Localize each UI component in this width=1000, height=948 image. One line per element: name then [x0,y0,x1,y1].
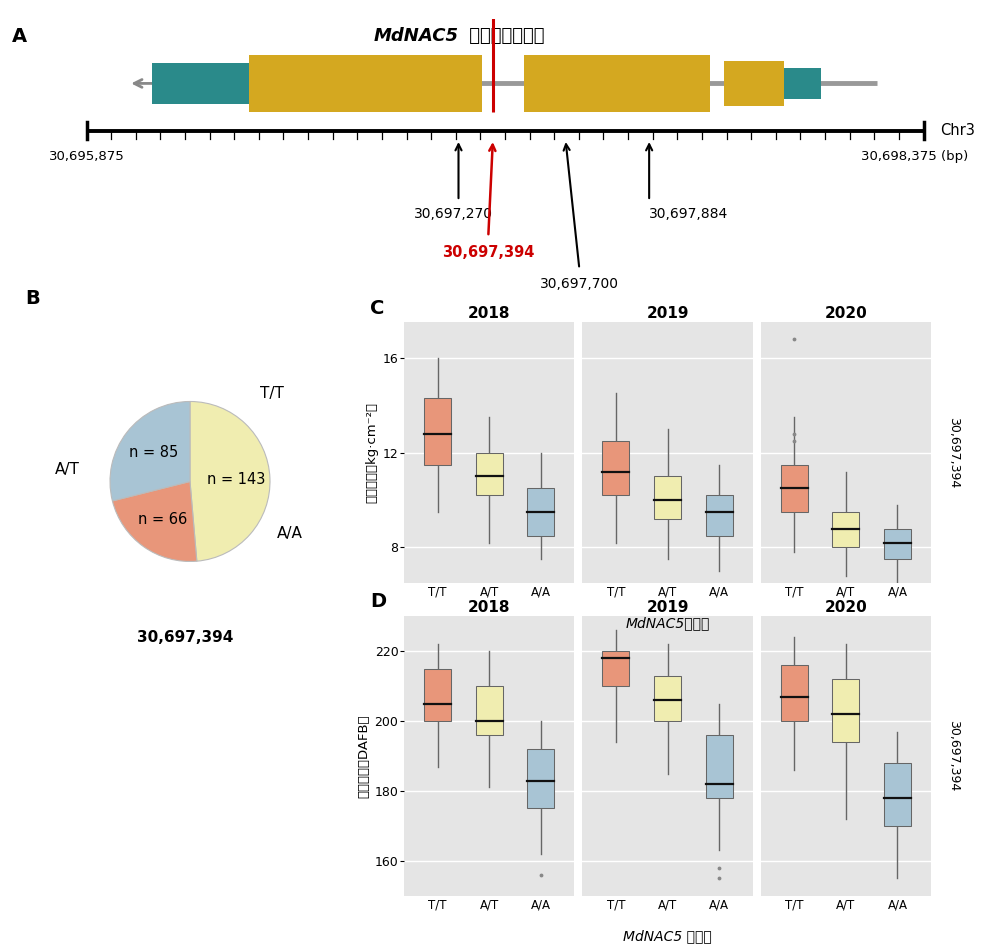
Text: MdNAC5 基因型: MdNAC5 基因型 [623,929,712,943]
Text: Chr3: Chr3 [940,123,975,138]
Text: B: B [25,289,40,308]
Text: n = 85: n = 85 [129,446,178,461]
Text: n = 143: n = 143 [207,472,266,487]
Text: 30,697,394: 30,697,394 [947,720,960,792]
Bar [527,488,554,536]
Bar [884,528,911,559]
Bar [602,651,629,686]
Text: MdNAC5基因型: MdNAC5基因型 [625,616,710,630]
Bar [706,735,733,798]
Text: 30,697,394: 30,697,394 [137,630,233,646]
Text: A: A [12,27,27,46]
Bar [602,441,629,495]
Bar [884,763,911,826]
Bar [476,686,503,735]
Y-axis label: 果肉硬度（kg·cm⁻²）: 果肉硬度（kg·cm⁻²） [366,402,379,503]
Bar [424,398,451,465]
FancyBboxPatch shape [249,55,482,112]
Title: 2019: 2019 [646,600,689,615]
Title: 2019: 2019 [646,306,689,321]
FancyBboxPatch shape [751,68,821,99]
Text: n = 66: n = 66 [138,512,188,527]
Text: C: C [370,299,384,318]
Text: 30,695,875: 30,695,875 [49,150,124,163]
Text: MdNAC5: MdNAC5 [374,27,459,45]
Y-axis label: 花后天数（DAFB）: 花后天数（DAFB） [357,714,370,798]
Text: 30,697,394: 30,697,394 [442,245,534,260]
Bar [781,465,808,512]
Text: T/T: T/T [260,386,284,401]
Wedge shape [112,482,197,561]
Text: 基因编码区结构: 基因编码区结构 [463,27,545,45]
Text: 30,697,884: 30,697,884 [649,207,728,221]
Title: 2020: 2020 [824,600,867,615]
Bar [832,679,859,742]
Bar [781,665,808,721]
Wedge shape [110,402,190,501]
Text: D: D [370,592,386,611]
Bar [654,676,681,721]
FancyBboxPatch shape [724,61,784,106]
Text: 30,698,375 (bp): 30,698,375 (bp) [861,150,968,163]
Bar [654,476,681,520]
Bar [527,749,554,809]
Title: 2018: 2018 [468,306,510,321]
FancyBboxPatch shape [524,55,710,112]
Bar [424,668,451,721]
Bar [706,496,733,536]
Title: 2020: 2020 [824,306,867,321]
Bar [832,512,859,548]
Title: 2018: 2018 [468,600,510,615]
Text: A/T: A/T [55,462,80,477]
Text: A/A: A/A [276,526,302,541]
FancyBboxPatch shape [152,63,249,104]
Text: 30,697,700: 30,697,700 [540,277,619,291]
Wedge shape [190,402,270,561]
Bar [476,453,503,495]
Text: 30,697,270: 30,697,270 [414,207,493,221]
Text: 30,697,394: 30,697,394 [947,417,960,488]
